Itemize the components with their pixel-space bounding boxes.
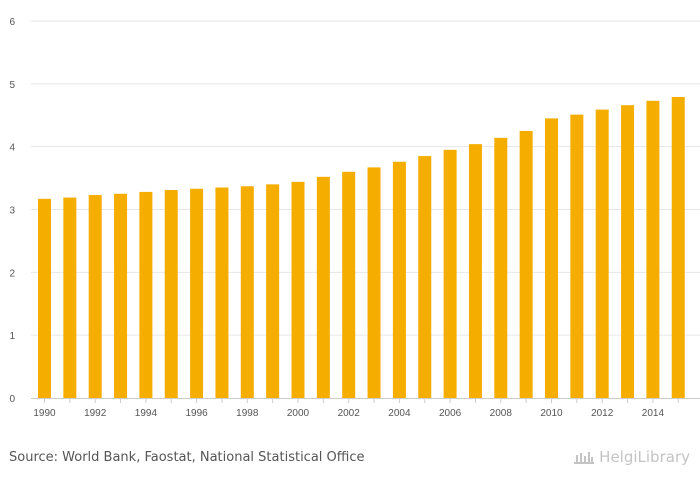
x-tick-label: 2006	[439, 408, 462, 419]
bar-1992[interactable]	[88, 195, 102, 398]
y-tick-label: 1	[9, 331, 15, 342]
bar-2000[interactable]	[291, 181, 305, 398]
y-tick-label: 4	[9, 143, 15, 154]
x-tick-label: 2008	[490, 408, 513, 419]
y-axis-ticks: 0 1 2 3 4 5 6	[9, 17, 15, 405]
bar-2011[interactable]	[570, 114, 584, 398]
y-tick-label: 6	[9, 17, 15, 28]
bar-2004[interactable]	[392, 161, 406, 398]
bar-1991[interactable]	[63, 197, 77, 398]
x-tick-label: 1992	[84, 408, 107, 419]
y-tick-label: 5	[9, 80, 15, 91]
bar-2006[interactable]	[443, 149, 457, 398]
bar-1990[interactable]	[38, 198, 51, 398]
x-tick-label: 2000	[287, 408, 310, 419]
bar-1999[interactable]	[266, 184, 280, 398]
x-tick-label: 2014	[642, 408, 665, 419]
bar-1996[interactable]	[190, 188, 204, 398]
bar-2003[interactable]	[367, 167, 381, 398]
x-tick-label: 1996	[185, 408, 208, 419]
bar-2001[interactable]	[316, 176, 330, 398]
x-axis-ticks: 1990 1992 1994 1996 1998 2000 2002 2004 2006 2008…	[33, 399, 679, 419]
bars	[38, 97, 685, 399]
x-tick-label: 2002	[338, 408, 361, 419]
bar-2002[interactable]	[342, 171, 356, 398]
bar-1994[interactable]	[139, 191, 153, 398]
bar-1997[interactable]	[215, 187, 229, 398]
library-building-icon	[574, 452, 595, 464]
source-note: Source: World Bank, Faostat, National St…	[9, 450, 365, 465]
x-tick-label: 2012	[591, 408, 614, 419]
bar-chart: 0 1 2 3 4 5 6 1990 1992 1994 1996 1998 2000 2002 2004…	[9, 17, 700, 419]
bar-2007[interactable]	[468, 144, 482, 398]
x-tick-label: 1990	[33, 408, 56, 419]
bar-2009[interactable]	[519, 130, 533, 399]
bar-1995[interactable]	[164, 190, 178, 398]
bar-2014[interactable]	[646, 100, 660, 398]
x-tick-label: 1998	[236, 408, 259, 419]
x-tick-label: 1994	[135, 408, 158, 419]
y-tick-label: 3	[9, 206, 15, 217]
bar-2005[interactable]	[418, 156, 432, 398]
y-tick-label: 2	[9, 268, 15, 279]
helgi-library-logo[interactable]: HelgiLibrary	[573, 448, 690, 466]
bar-2010[interactable]	[545, 118, 558, 399]
x-tick-label: 2004	[388, 408, 411, 419]
bar-2008[interactable]	[494, 137, 508, 398]
bar-1993[interactable]	[114, 193, 128, 398]
bar-2013[interactable]	[621, 105, 635, 399]
bar-2015[interactable]	[671, 97, 685, 399]
bar-1998[interactable]	[240, 186, 254, 398]
logo-text: HelgiLibrary	[599, 448, 690, 466]
bar-2012[interactable]	[595, 109, 609, 398]
x-tick-label: 2010	[540, 408, 563, 419]
y-tick-label: 0	[9, 394, 15, 405]
